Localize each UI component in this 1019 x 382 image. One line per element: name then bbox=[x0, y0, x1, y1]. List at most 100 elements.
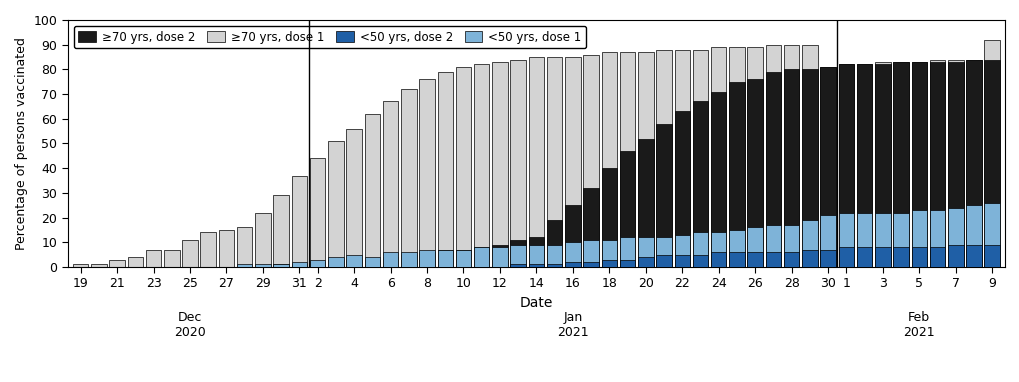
Bar bbox=[620, 237, 635, 267]
Bar bbox=[838, 213, 853, 267]
Bar bbox=[328, 257, 343, 267]
Bar bbox=[364, 114, 380, 267]
Bar bbox=[893, 247, 908, 267]
Bar bbox=[911, 247, 926, 267]
Bar bbox=[674, 50, 690, 267]
Bar bbox=[565, 242, 580, 267]
Bar bbox=[765, 72, 781, 267]
Bar bbox=[747, 227, 762, 267]
Bar bbox=[965, 60, 981, 267]
Bar bbox=[911, 62, 926, 267]
Bar bbox=[620, 151, 635, 267]
Bar bbox=[947, 245, 963, 267]
Bar bbox=[565, 262, 580, 267]
Bar bbox=[983, 203, 999, 267]
Bar bbox=[510, 240, 526, 267]
Bar bbox=[729, 47, 744, 267]
Bar bbox=[546, 264, 561, 267]
Bar bbox=[583, 55, 598, 267]
Bar bbox=[947, 60, 963, 267]
Bar bbox=[692, 255, 707, 267]
Bar bbox=[692, 232, 707, 267]
Bar bbox=[419, 79, 434, 267]
Bar bbox=[236, 227, 253, 267]
Bar bbox=[528, 237, 544, 267]
Bar bbox=[856, 65, 871, 267]
Bar bbox=[492, 62, 507, 267]
Bar bbox=[784, 70, 799, 267]
Bar bbox=[583, 188, 598, 267]
Bar bbox=[819, 250, 836, 267]
Bar bbox=[546, 245, 561, 267]
Bar bbox=[929, 247, 945, 267]
Bar bbox=[874, 62, 890, 267]
Bar bbox=[874, 213, 890, 267]
Bar bbox=[655, 237, 672, 267]
Bar bbox=[947, 208, 963, 267]
Bar bbox=[983, 40, 999, 267]
Bar bbox=[801, 220, 817, 267]
Bar bbox=[801, 250, 817, 267]
Bar bbox=[419, 252, 434, 267]
Bar bbox=[874, 65, 890, 267]
Bar bbox=[455, 250, 471, 267]
Bar bbox=[655, 50, 672, 267]
Bar bbox=[346, 255, 362, 267]
Bar bbox=[310, 262, 325, 267]
Bar bbox=[874, 247, 890, 267]
Bar bbox=[400, 255, 416, 267]
X-axis label: Date: Date bbox=[520, 296, 552, 310]
Bar bbox=[965, 245, 981, 267]
Bar bbox=[893, 62, 908, 267]
Bar bbox=[638, 257, 653, 267]
Bar bbox=[565, 205, 580, 267]
Bar bbox=[364, 257, 380, 267]
Bar bbox=[437, 250, 452, 267]
Bar bbox=[983, 245, 999, 267]
Bar bbox=[273, 264, 288, 267]
Bar bbox=[382, 252, 398, 267]
Text: Feb
2021: Feb 2021 bbox=[903, 311, 934, 339]
Bar bbox=[346, 129, 362, 267]
Bar bbox=[601, 168, 616, 267]
Bar bbox=[255, 264, 270, 267]
Bar bbox=[765, 252, 781, 267]
Bar bbox=[710, 92, 726, 267]
Bar bbox=[838, 247, 853, 267]
Bar bbox=[893, 213, 908, 267]
Bar bbox=[965, 60, 981, 267]
Bar bbox=[819, 67, 836, 267]
Bar bbox=[856, 213, 871, 267]
Bar bbox=[583, 240, 598, 267]
Bar bbox=[747, 47, 762, 267]
Bar bbox=[474, 247, 489, 267]
Bar bbox=[620, 259, 635, 267]
Bar bbox=[528, 245, 544, 267]
Bar bbox=[346, 259, 362, 267]
Bar bbox=[364, 259, 380, 267]
Bar bbox=[710, 232, 726, 267]
Bar bbox=[929, 60, 945, 267]
Bar bbox=[146, 250, 161, 267]
Bar bbox=[838, 65, 853, 267]
Bar bbox=[765, 225, 781, 267]
Bar bbox=[510, 60, 526, 267]
Bar bbox=[729, 230, 744, 267]
Bar bbox=[583, 262, 598, 267]
Bar bbox=[801, 70, 817, 267]
Bar bbox=[601, 52, 616, 267]
Bar bbox=[474, 65, 489, 267]
Bar bbox=[528, 57, 544, 267]
Bar bbox=[109, 259, 124, 267]
Bar bbox=[291, 262, 307, 267]
Bar bbox=[455, 250, 471, 267]
Bar bbox=[747, 252, 762, 267]
Bar bbox=[838, 65, 853, 267]
Bar bbox=[856, 247, 871, 267]
Bar bbox=[929, 62, 945, 267]
Bar bbox=[765, 45, 781, 267]
Bar bbox=[801, 45, 817, 267]
Bar bbox=[929, 210, 945, 267]
Bar bbox=[400, 252, 416, 267]
Bar bbox=[546, 220, 561, 267]
